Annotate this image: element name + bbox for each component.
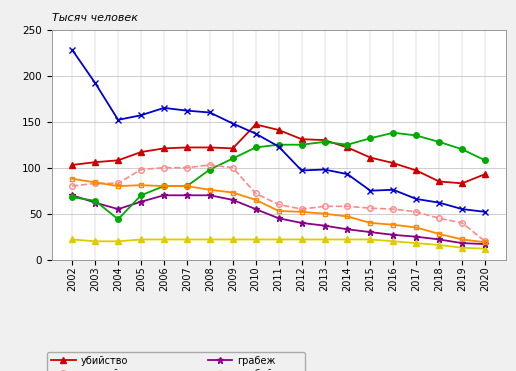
Text: Тысяч человек: Тысяч человек [52, 13, 138, 23]
Legend: убийство, тяжкий вред здоровью, изнасилование*, кража, грабеж, разбой, наркотики: убийство, тяжкий вред здоровью, изнасило… [47, 352, 305, 371]
